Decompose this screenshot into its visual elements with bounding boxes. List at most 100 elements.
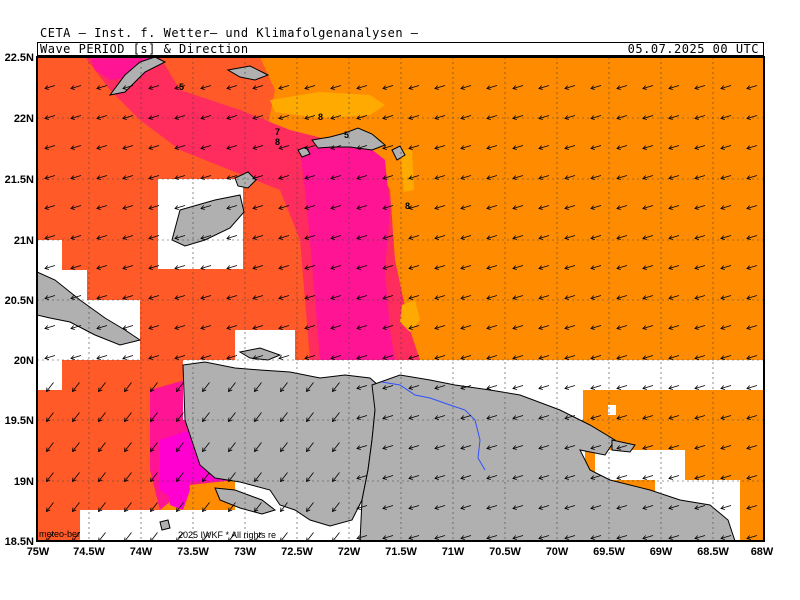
arrow-head <box>486 385 491 390</box>
arrow-head <box>254 417 259 423</box>
direction-arrow <box>538 235 550 239</box>
arrow-head <box>226 175 231 180</box>
arrow-head <box>642 235 647 240</box>
direction-arrow <box>408 145 420 149</box>
direction-arrow <box>746 445 758 449</box>
direction-arrow <box>564 325 576 329</box>
contour-label-5b: 5 <box>344 130 349 140</box>
direction-arrow <box>72 502 80 512</box>
direction-arrow <box>694 445 706 449</box>
lon-tick: 74W <box>130 546 153 558</box>
arrow-head <box>382 535 387 540</box>
direction-arrow <box>460 385 472 389</box>
arrow-head <box>616 145 621 150</box>
direction-arrow <box>174 295 186 299</box>
arrow-head <box>590 205 595 210</box>
arrow-head <box>254 387 259 393</box>
direction-arrow <box>46 502 54 512</box>
arrow-head <box>382 235 387 240</box>
arrow-head <box>512 475 517 480</box>
direction-arrow <box>486 505 498 509</box>
direction-arrow <box>122 115 134 119</box>
direction-arrow <box>122 265 134 269</box>
direction-arrow <box>408 265 420 269</box>
direction-arrow <box>174 235 186 239</box>
arrow-head <box>330 355 335 360</box>
direction-arrow <box>278 85 290 89</box>
direction-arrow <box>434 355 446 359</box>
arrow-head <box>538 205 543 210</box>
arrow-head <box>278 325 283 330</box>
arrow-head <box>434 355 439 360</box>
arrow-head <box>382 115 387 120</box>
arrow-head <box>70 355 75 360</box>
direction-arrow <box>150 472 158 482</box>
direction-arrow <box>486 295 498 299</box>
arrow-head <box>460 85 465 90</box>
cayemites <box>159 519 171 531</box>
direction-arrow <box>694 415 706 419</box>
direction-arrow <box>408 535 420 539</box>
arrow-head <box>304 205 309 210</box>
arrow-head <box>694 175 699 180</box>
direction-arrow <box>304 265 316 269</box>
arrow-head <box>720 325 725 330</box>
direction-arrow <box>668 355 680 359</box>
direction-arrow <box>176 442 184 452</box>
lon-tick: 70W <box>546 546 569 558</box>
direction-arrow <box>304 115 316 119</box>
arrow-head <box>200 85 205 90</box>
arrow-head <box>278 235 283 240</box>
direction-arrow <box>616 325 628 329</box>
direction-arrow <box>44 85 56 89</box>
arrow-head <box>228 507 233 513</box>
arrow-head <box>746 415 751 420</box>
direction-arrow <box>278 295 290 299</box>
direction-arrow <box>694 325 706 329</box>
arrow-head <box>226 205 231 210</box>
lon-tick: 70.5W <box>489 546 521 558</box>
arrow-head <box>278 205 283 210</box>
period-zone-9-c <box>400 150 414 192</box>
direction-arrow <box>616 385 628 389</box>
direction-arrow <box>330 205 342 209</box>
arrow-head <box>668 355 673 360</box>
arrow-head <box>460 175 465 180</box>
direction-arrow <box>278 175 290 179</box>
direction-arrow <box>590 475 602 479</box>
period-zone-5 <box>300 140 395 360</box>
arrow-head <box>44 85 49 90</box>
direction-arrow <box>460 115 472 119</box>
direction-arrow <box>538 475 550 479</box>
arrow-head <box>304 295 309 300</box>
direction-arrow <box>746 235 758 239</box>
arrow-head <box>174 205 179 210</box>
arrow-head <box>226 265 231 270</box>
direction-arrow <box>44 325 56 329</box>
direction-arrow <box>122 85 134 89</box>
direction-arrow <box>434 325 446 329</box>
arrow-head <box>460 205 465 210</box>
arrow-head <box>642 535 647 540</box>
arrow-head <box>44 205 49 210</box>
direction-arrow <box>590 295 602 299</box>
subtitle-bar: Wave PERIOD [s] & Direction 05.07.2025 0… <box>37 42 764 56</box>
direction-arrow <box>434 235 446 239</box>
direction-arrow <box>46 472 54 482</box>
arrow-head <box>564 475 569 480</box>
grand-turk <box>391 145 406 161</box>
arrow-head <box>304 175 309 180</box>
arrow-head <box>642 265 647 270</box>
direction-arrow <box>278 265 290 269</box>
arrow-head <box>460 325 465 330</box>
direction-arrow <box>434 265 446 269</box>
arrow-head <box>150 507 155 513</box>
arrow-head <box>408 355 413 360</box>
arrow-head <box>174 175 179 180</box>
arrow-head <box>668 295 673 300</box>
arrow-head <box>564 175 569 180</box>
arrow-head <box>538 325 543 330</box>
arrow-head <box>408 115 413 120</box>
direction-arrows <box>44 85 758 541</box>
direction-arrow <box>174 355 186 359</box>
